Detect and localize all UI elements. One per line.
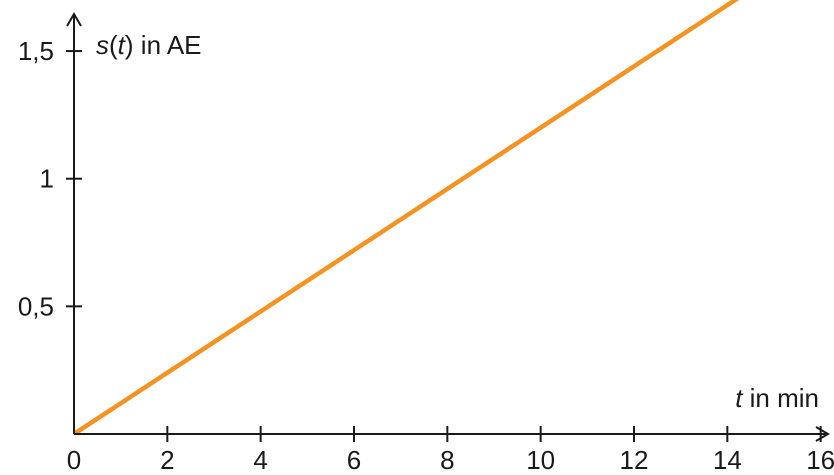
x-tick-label-14: 14 [713, 445, 742, 475]
x-tick-label-0: 0 [67, 445, 81, 475]
x-tick-label-10: 10 [526, 445, 555, 475]
x-axis-label-var: t [735, 383, 744, 413]
y-tick-label-1_5: 1,5 [18, 36, 54, 66]
y-ticks: 0,5 1 1,5 [18, 36, 82, 321]
x-tick-label-4: 4 [253, 445, 267, 475]
y-axis-label-open: ( [109, 30, 118, 60]
x-tick-label-16: 16 [806, 445, 834, 475]
x-tick-label-6: 6 [347, 445, 361, 475]
x-tick-label-8: 8 [440, 445, 454, 475]
x-tick-label-12: 12 [620, 445, 649, 475]
series-line-s-of-t [74, 0, 740, 434]
y-axis-label-var: t [118, 30, 127, 60]
y-axis-label-close: ) [125, 30, 134, 60]
x-axis-label: t in min [735, 383, 819, 413]
y-axis-arrow [66, 12, 82, 27]
x-tick-label-2: 2 [160, 445, 174, 475]
y-tick-label-0_5: 0,5 [18, 291, 54, 321]
x-axis-label-suffix: in min [742, 383, 819, 413]
x-ticks: 0 2 4 6 8 10 12 14 16 [67, 426, 834, 475]
y-tick-label-1: 1 [40, 164, 54, 194]
y-axis-label-func: s [96, 30, 109, 60]
y-axis-label-suffix: in AE [134, 30, 202, 60]
y-axis-label: s(t) in AE [96, 30, 202, 60]
